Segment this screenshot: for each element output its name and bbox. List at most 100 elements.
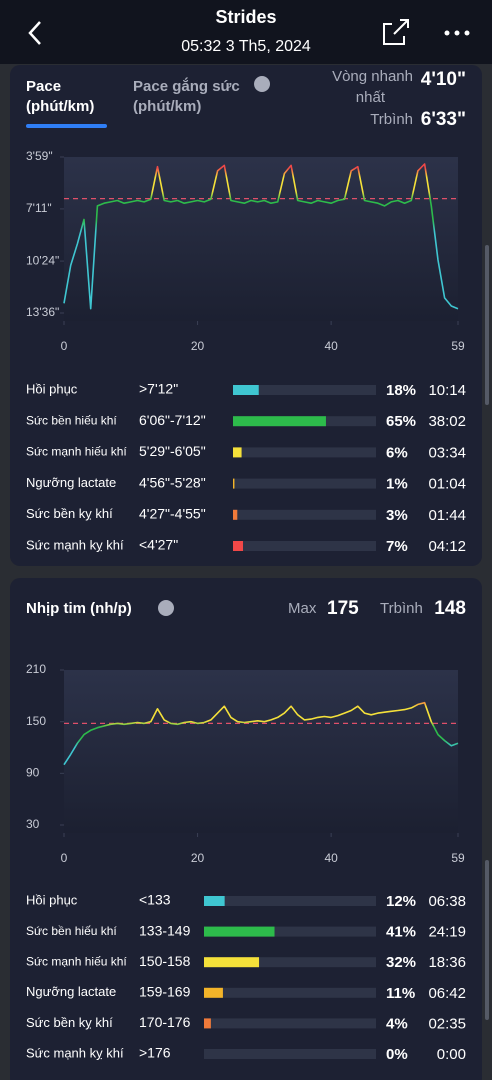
zone-range: 150-158 bbox=[139, 953, 191, 969]
zone-track bbox=[233, 478, 376, 489]
zone-track bbox=[204, 896, 376, 906]
y-tick-label: 3'59" bbox=[26, 149, 53, 163]
zone-time: 01:04 bbox=[428, 476, 466, 493]
share-arrow bbox=[393, 19, 409, 35]
zone-time: 38:02 bbox=[428, 413, 466, 430]
average-value: 6'33" bbox=[421, 109, 466, 130]
y-tick-label: 150 bbox=[26, 714, 46, 728]
average-label: Trbình bbox=[380, 600, 423, 617]
zone-track bbox=[233, 509, 376, 520]
data-line bbox=[63, 701, 459, 766]
zone-track bbox=[204, 1049, 376, 1059]
zone-percent: 32% bbox=[386, 954, 416, 971]
zone-bar bbox=[233, 541, 244, 551]
tab-other[interactable]: Pace gắng sức bbox=[133, 77, 240, 95]
zone-name: Sức mạnh hiếu khí bbox=[26, 445, 127, 459]
zone-range: <133 bbox=[139, 892, 171, 908]
zone-name: Sức bền kỵ khí bbox=[26, 506, 113, 521]
zone-name: Sức bền hiếu khí bbox=[26, 924, 117, 938]
zone-range: 159-169 bbox=[139, 984, 191, 1000]
zone-percent: 6% bbox=[386, 444, 408, 461]
info-icon[interactable] bbox=[254, 76, 270, 92]
dot bbox=[464, 30, 470, 36]
zone-name: Hồi phục bbox=[26, 892, 78, 907]
plot-area bbox=[64, 670, 458, 833]
tab-active[interactable]: Pace bbox=[26, 78, 61, 95]
zone-percent: 11% bbox=[386, 985, 415, 1002]
share-icon bbox=[383, 23, 405, 45]
zone-range: 170-176 bbox=[139, 1014, 191, 1030]
zone-name: Hồi phục bbox=[26, 381, 78, 396]
zone-bar bbox=[233, 509, 238, 520]
zone-name: Sức bền kỵ khí bbox=[26, 1015, 113, 1030]
average-value: 148 bbox=[434, 598, 466, 619]
zone-percent: 4% bbox=[386, 1015, 408, 1032]
tab-other-unit: (phút/km) bbox=[133, 98, 201, 115]
zone-percent: 7% bbox=[386, 538, 408, 555]
x-tick-label: 0 bbox=[61, 851, 68, 865]
back-button[interactable] bbox=[28, 21, 41, 45]
zone-name: Ngưỡng lactate bbox=[26, 984, 116, 999]
zone-range: <4'27" bbox=[139, 537, 178, 553]
dot bbox=[454, 30, 460, 36]
zone-time: 03:34 bbox=[428, 444, 466, 461]
data-line bbox=[63, 163, 459, 310]
zone-name: Sức mạnh kỵ khí bbox=[26, 537, 124, 552]
x-tick-label: 59 bbox=[451, 851, 465, 865]
dot bbox=[444, 30, 450, 36]
x-tick-label: 40 bbox=[324, 339, 338, 353]
zone-time: 02:35 bbox=[428, 1015, 466, 1032]
max-value: 175 bbox=[327, 598, 359, 619]
y-tick-label: 90 bbox=[26, 766, 40, 780]
tab-active-unit: (phút/km) bbox=[26, 98, 94, 115]
x-tick-label: 20 bbox=[191, 851, 205, 865]
average-label: Trbình bbox=[370, 111, 413, 128]
zone-track bbox=[204, 1018, 376, 1029]
best-lap-value: 4'10" bbox=[421, 69, 466, 90]
zone-time: 24:19 bbox=[428, 924, 466, 941]
x-tick-label: 59 bbox=[451, 339, 465, 353]
zone-time: 10:14 bbox=[428, 382, 466, 399]
zone-percent: 1% bbox=[386, 476, 408, 493]
zone-percent: 3% bbox=[386, 507, 408, 524]
zone-bar bbox=[204, 896, 225, 906]
scrollbar bbox=[485, 245, 489, 405]
heart-rate-title: Nhịp tim (nh/p) bbox=[26, 600, 132, 617]
y-tick-label: 10'24" bbox=[26, 253, 59, 267]
max-label: Max bbox=[288, 600, 317, 617]
tab-underline bbox=[26, 124, 107, 128]
best-lap-label: Vòng nhanh bbox=[332, 68, 413, 85]
info-icon[interactable] bbox=[158, 600, 174, 616]
top-bar bbox=[0, 0, 492, 64]
zone-name: Sức mạnh kỵ khí bbox=[26, 1045, 124, 1060]
zone-track bbox=[233, 385, 376, 395]
zone-percent: 12% bbox=[386, 893, 416, 910]
share-button[interactable] bbox=[383, 19, 409, 45]
zone-track bbox=[204, 926, 376, 937]
x-tick-label: 40 bbox=[324, 851, 338, 865]
x-tick-label: 0 bbox=[61, 339, 68, 353]
zone-bar bbox=[204, 926, 275, 937]
zone-percent: 65% bbox=[386, 413, 416, 430]
y-tick-label: 210 bbox=[26, 662, 46, 676]
zone-range: 5'29"-6'05" bbox=[139, 443, 206, 459]
zone-track bbox=[204, 957, 376, 968]
x-tick-label: 20 bbox=[191, 339, 205, 353]
zone-name: Sức bền hiếu khí bbox=[26, 413, 117, 427]
zone-range: 4'56"-5'28" bbox=[139, 474, 206, 490]
zone-range: 133-149 bbox=[139, 922, 191, 938]
y-tick-label: 7'11" bbox=[26, 201, 52, 215]
zone-track bbox=[204, 987, 376, 998]
y-tick-label: 30 bbox=[26, 817, 40, 831]
zone-percent: 0% bbox=[386, 1046, 408, 1063]
scrollbar bbox=[485, 860, 489, 1020]
zone-bar bbox=[233, 416, 326, 427]
more-button[interactable] bbox=[444, 30, 470, 36]
best-lap-label: nhất bbox=[356, 89, 386, 106]
zone-name: Sức mạnh hiếu khí bbox=[26, 954, 127, 968]
y-tick-label: 13'36" bbox=[26, 305, 59, 319]
zone-time: 0:00 bbox=[437, 1046, 466, 1063]
zone-bar bbox=[204, 957, 260, 968]
